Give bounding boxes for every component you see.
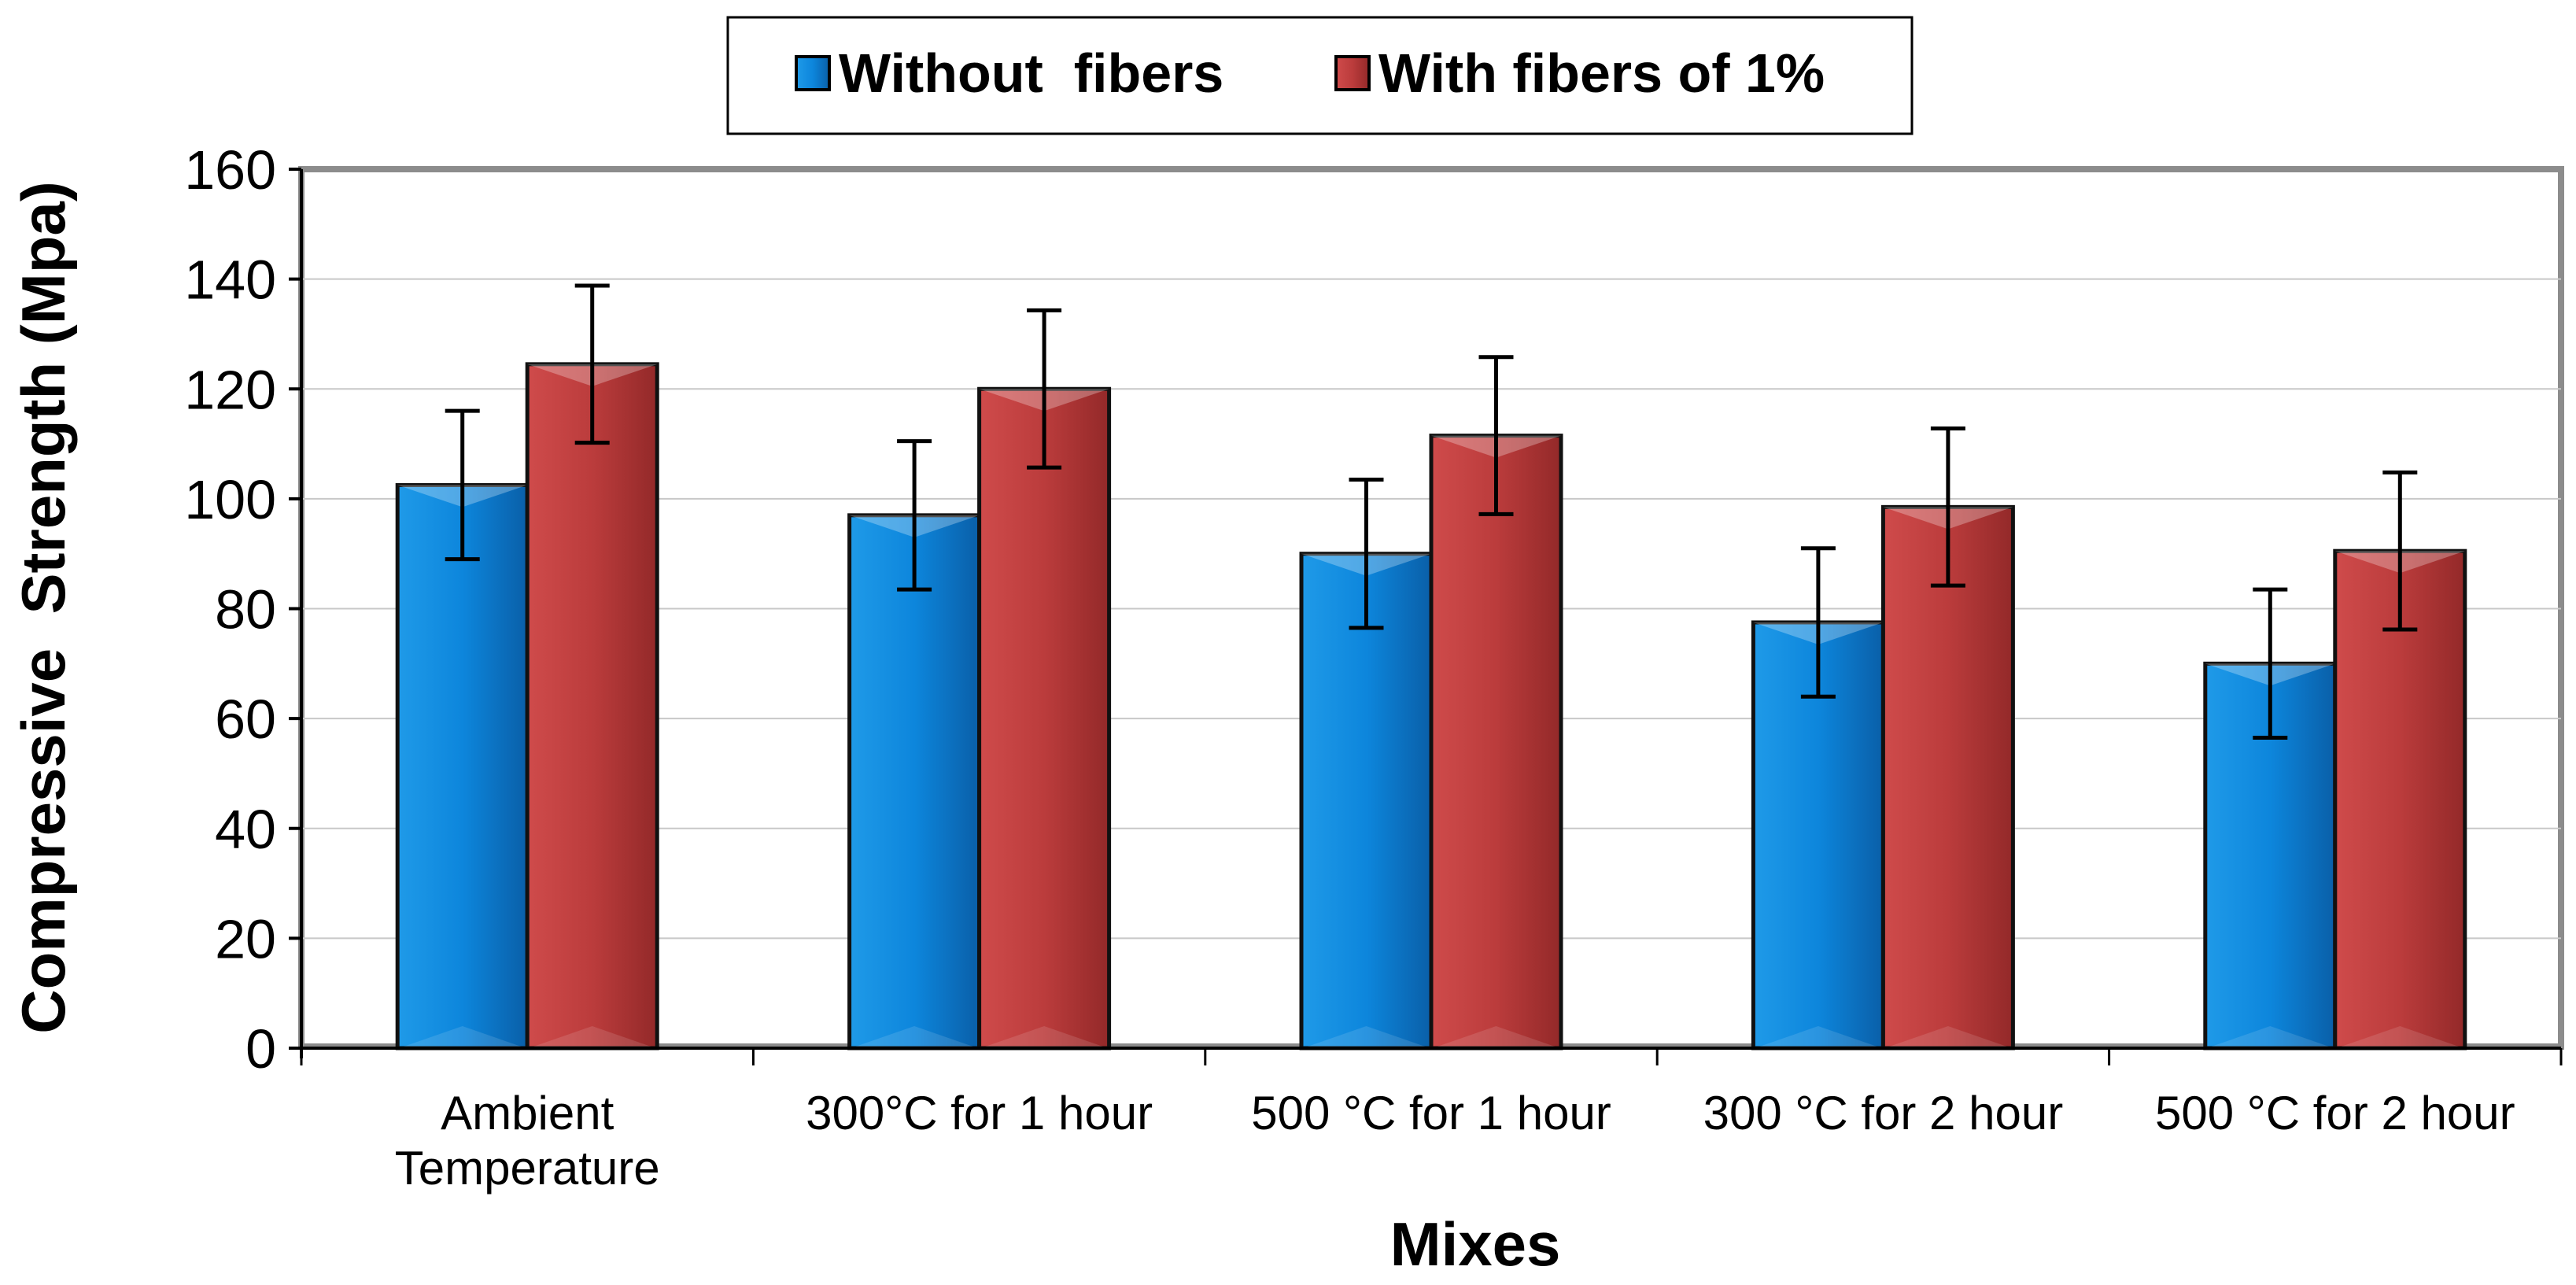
- y-axis-ticks: 0 20 40 60 80 100 120 140 160: [184, 139, 301, 1080]
- error-bar-with-fibers-of-1-4: [1930, 426, 1965, 588]
- bar-bevel-bottom: [1433, 1026, 1559, 1048]
- bar-with-fibers-of-1-2: [977, 386, 1112, 1051]
- legend-label-with-fibers: With fibers of 1%: [1378, 42, 1825, 104]
- x-tick-label-line: 300 °C for 2 hour: [1703, 1087, 2064, 1139]
- y-tick-label: 60: [215, 689, 276, 750]
- y-tick-label: 100: [184, 469, 276, 530]
- bar-bevel-bottom: [2206, 1026, 2334, 1048]
- legend: Without fibers With fibers of 1%: [726, 16, 1914, 135]
- bar-with-fibers-of-1-3: [1429, 434, 1563, 1051]
- bar-body: [977, 386, 1112, 1051]
- x-tick-label-line: 300°C for 1 hour: [806, 1087, 1153, 1139]
- y-tick-label: 0: [245, 1018, 276, 1080]
- legend-swatch-with-fibers: [1334, 55, 1371, 91]
- bar-bevel-bottom: [529, 1026, 656, 1048]
- x-axis-ticks: [300, 1048, 2563, 1065]
- error-bar-without-fibers-4: [1800, 546, 1836, 699]
- x-tick-label-4: 300 °C for 2 hour: [1703, 1087, 2064, 1139]
- bar-body: [395, 482, 530, 1051]
- bar-body: [525, 362, 659, 1051]
- error-bar-with-fibers-of-1-3: [1478, 355, 1514, 516]
- bar-bevel-bottom: [980, 1026, 1108, 1048]
- bar-body: [1429, 434, 1563, 1051]
- bar-bevel-bottom: [1303, 1026, 1430, 1048]
- legend-box: [726, 16, 1914, 135]
- x-tick-label-line: 500 °C for 2 hour: [2155, 1087, 2515, 1139]
- y-tick-label: 120: [184, 359, 276, 420]
- x-tick-label-line: Ambient: [441, 1087, 614, 1139]
- error-bar-without-fibers-2: [897, 439, 932, 592]
- x-tick-label-line: 500 °C for 1 hour: [1251, 1087, 1611, 1139]
- x-tick-label-line: Temperature: [395, 1142, 660, 1195]
- error-bar-without-fibers-3: [1349, 477, 1384, 630]
- bar-without-fibers-2: [847, 513, 982, 1051]
- error-bar-with-fibers-of-1-1: [574, 283, 610, 445]
- y-tick-label: 80: [215, 579, 276, 641]
- bar-with-fibers-of-1-1: [525, 362, 659, 1051]
- x-tick-label-5: 500 °C for 2 hour: [2155, 1087, 2515, 1139]
- x-axis-title: Mixes: [1390, 1209, 1561, 1279]
- error-bar-with-fibers-of-1-2: [1027, 308, 1062, 470]
- error-bar-without-fibers-5: [2253, 587, 2288, 740]
- bar-bevel-bottom: [1884, 1026, 2012, 1048]
- bar-bevel-bottom: [1755, 1026, 1882, 1048]
- legend-swatch-without-fibers: [795, 55, 831, 91]
- y-tick-label: 20: [215, 908, 276, 969]
- error-bar-without-fibers-1: [445, 408, 480, 562]
- bar-body: [847, 513, 982, 1051]
- y-axis-title: Compressive Strength (Mpa): [9, 181, 78, 1034]
- x-tick-label-3: 500 °C for 1 hour: [1251, 1087, 1611, 1139]
- error-bar-with-fibers-of-1-5: [2382, 470, 2418, 632]
- bar-bevel-bottom: [851, 1026, 978, 1048]
- y-tick-label: 160: [184, 139, 276, 201]
- bar-body: [1880, 504, 2015, 1051]
- bar-without-fibers-1: [395, 482, 530, 1051]
- bar-with-fibers-of-1-4: [1880, 504, 2015, 1051]
- y-tick-label: 140: [184, 249, 276, 311]
- x-tick-label-1: Ambient Temperature: [395, 1087, 660, 1195]
- x-axis-labels: Ambient Temperature 300°C for 1 hour 500 °C…: [395, 1087, 2515, 1195]
- x-tick-label-2: 300°C for 1 hour: [806, 1087, 1153, 1139]
- bar-bevel-bottom: [399, 1026, 526, 1048]
- error-bars: [445, 283, 2418, 740]
- y-tick-label: 40: [215, 799, 276, 860]
- legend-label-without-fibers: Without fibers: [839, 42, 1223, 104]
- bar-bevel-bottom: [2336, 1026, 2463, 1048]
